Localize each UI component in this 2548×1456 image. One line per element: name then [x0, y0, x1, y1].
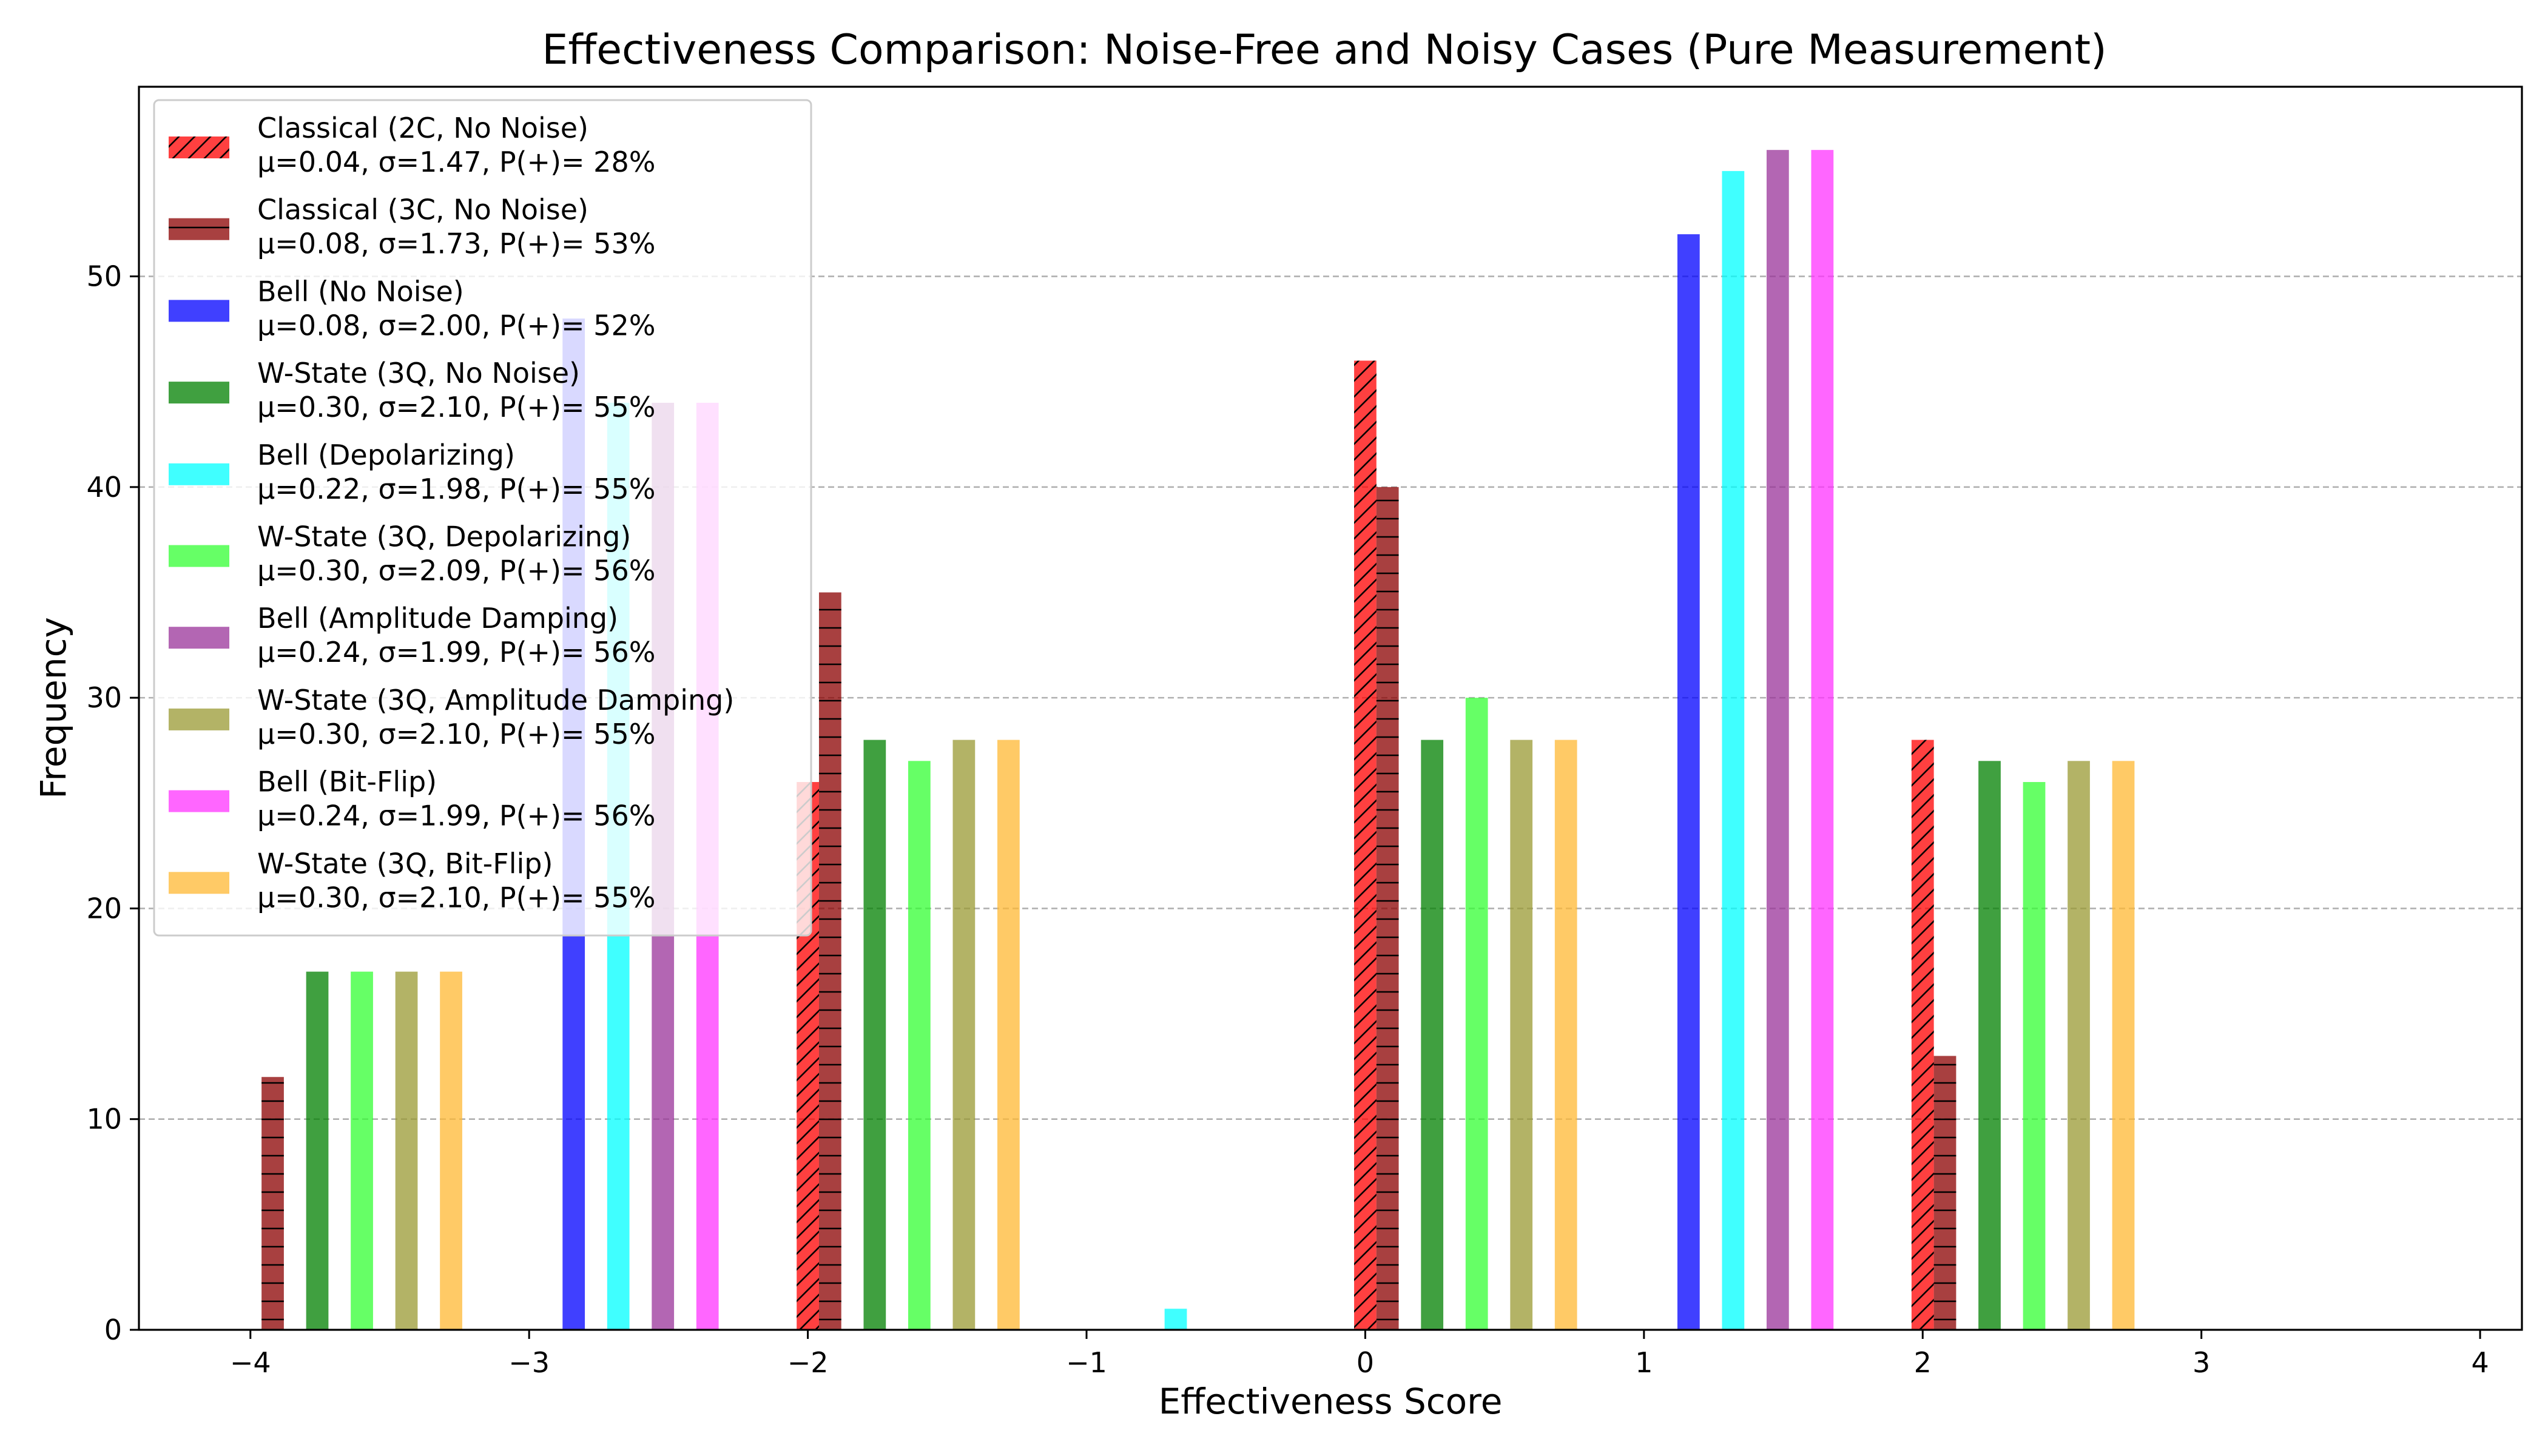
legend-swatch [169, 627, 229, 649]
bar [1554, 740, 1577, 1330]
legend-swatch [169, 463, 229, 485]
x-axis-label: Effectiveness Score [1159, 1381, 1503, 1422]
bar [908, 761, 931, 1330]
legend-swatch [169, 708, 229, 730]
bar [2068, 761, 2090, 1330]
bar [1421, 740, 1444, 1330]
bar-hatch [1933, 1056, 1956, 1330]
x-tick-label: 0 [1357, 1346, 1374, 1379]
bar-hatch [1376, 487, 1399, 1330]
bar [440, 971, 462, 1330]
y-tick-label: 10 [86, 1103, 122, 1136]
legend-series-name: Classical (3C, No Noise) [257, 194, 588, 226]
legend-series-stats: μ=0.30, σ=2.09, P(+)= 56% [257, 554, 655, 587]
bar [306, 971, 329, 1330]
legend: Classical (2C, No Noise)μ=0.04, σ=1.47, … [153, 99, 812, 937]
legend-series-stats: μ=0.30, σ=2.10, P(+)= 55% [257, 718, 655, 750]
y-tick-label: 40 [86, 471, 122, 504]
bar-hatch [261, 1077, 284, 1330]
legend-swatch [169, 382, 229, 404]
legend-series-stats: μ=0.04, σ=1.47, P(+)= 28% [257, 146, 655, 178]
legend-series-stats: μ=0.08, σ=1.73, P(+)= 53% [257, 228, 655, 260]
y-tick-label: 30 [86, 681, 122, 714]
y-tick-label: 20 [86, 892, 122, 925]
bar [2023, 782, 2046, 1330]
bar [395, 971, 418, 1330]
legend-series-name: Bell (Depolarizing) [257, 439, 515, 471]
bar [2112, 761, 2135, 1330]
legend-series-stats: μ=0.30, σ=2.10, P(+)= 55% [257, 391, 655, 423]
legend-swatch-hatch [169, 218, 229, 240]
legend-series-name: Bell (Amplitude Damping) [257, 602, 618, 635]
legend-series-stats: μ=0.30, σ=2.10, P(+)= 55% [257, 881, 655, 914]
bar [1510, 740, 1533, 1330]
legend-series-name: W-State (3Q, No Noise) [257, 357, 580, 389]
legend-series-stats: μ=0.22, σ=1.98, P(+)= 55% [257, 473, 655, 505]
x-tick-label: −1 [1066, 1346, 1107, 1379]
legend-series-name: W-State (3Q, Amplitude Damping) [257, 684, 734, 716]
legend-swatch [169, 872, 229, 894]
x-tick-label: 4 [2471, 1346, 2489, 1379]
bar [1722, 170, 1745, 1330]
x-tick-label: −4 [230, 1346, 271, 1379]
bar [997, 740, 1020, 1330]
legend-series-stats: μ=0.24, σ=1.99, P(+)= 56% [257, 800, 655, 832]
bar [1811, 150, 1834, 1330]
legend-swatch [169, 300, 229, 322]
legend-series-stats: μ=0.08, σ=2.00, P(+)= 52% [257, 309, 655, 342]
legend-swatch [169, 790, 229, 812]
x-tick-label: 3 [2192, 1346, 2210, 1379]
bar-hatch [1354, 360, 1377, 1330]
legend-series-name: Classical (2C, No Noise) [257, 112, 588, 144]
y-tick-label: 50 [86, 260, 122, 293]
x-tick-label: −3 [508, 1346, 550, 1379]
bars [261, 150, 2135, 1330]
bar [1164, 1309, 1187, 1330]
legend-series-name: Bell (Bit-Flip) [257, 766, 437, 798]
y-tick-label: 0 [104, 1313, 122, 1346]
y-axis-label: Frequency [33, 617, 74, 799]
bar-hatch [1911, 740, 1934, 1330]
legend-series-stats: μ=0.24, σ=1.99, P(+)= 56% [257, 636, 655, 669]
x-tick-label: 2 [1914, 1346, 1932, 1379]
bar [863, 740, 886, 1330]
bar [1978, 761, 2001, 1330]
plot-frame [138, 86, 2523, 1331]
legend-swatch [169, 545, 229, 567]
chart-title: Effectiveness Comparison: Noise-Free and… [542, 26, 2106, 74]
x-axis-ticks: −4 −3 −2 −1 0 1 2 3 4 [230, 1330, 2489, 1379]
legend-swatch-hatch [169, 136, 229, 158]
legend-series-name: W-State (3Q, Bit-Flip) [257, 847, 553, 880]
bar [952, 740, 976, 1330]
bar [1766, 150, 1789, 1330]
bar [1677, 234, 1700, 1330]
x-tick-label: 1 [1635, 1346, 1653, 1379]
bar [351, 971, 373, 1330]
legend-series-name: W-State (3Q, Depolarizing) [257, 521, 631, 553]
x-tick-label: −2 [787, 1346, 829, 1379]
bar-hatch [818, 592, 841, 1330]
y-axis-ticks: 0 10 20 30 40 50 [86, 260, 139, 1346]
bar [1465, 698, 1488, 1330]
legend-series-name: Bell (No Noise) [257, 275, 464, 308]
legend-box [153, 99, 812, 937]
